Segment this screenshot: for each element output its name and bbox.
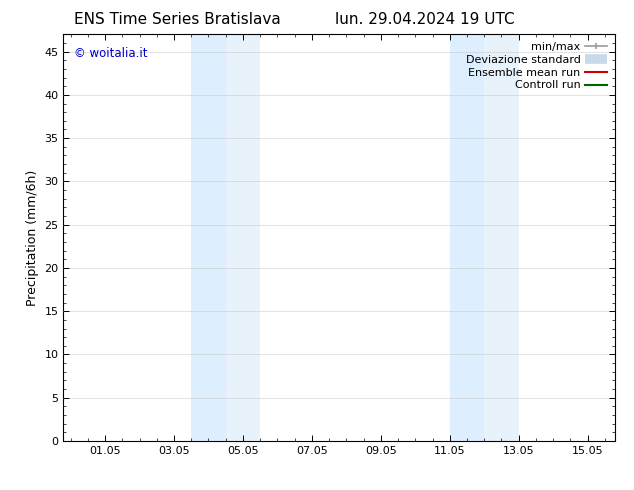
Bar <box>450 34 484 441</box>
Bar <box>226 34 260 441</box>
Text: © woitalia.it: © woitalia.it <box>74 47 148 59</box>
Text: lun. 29.04.2024 19 UTC: lun. 29.04.2024 19 UTC <box>335 12 515 27</box>
Legend: min/max, Deviazione standard, Ensemble mean run, Controll run: min/max, Deviazione standard, Ensemble m… <box>463 40 609 93</box>
Text: ENS Time Series Bratislava: ENS Time Series Bratislava <box>74 12 281 27</box>
Bar <box>191 34 226 441</box>
Bar <box>484 34 519 441</box>
Y-axis label: Precipitation (mm/6h): Precipitation (mm/6h) <box>26 170 39 306</box>
